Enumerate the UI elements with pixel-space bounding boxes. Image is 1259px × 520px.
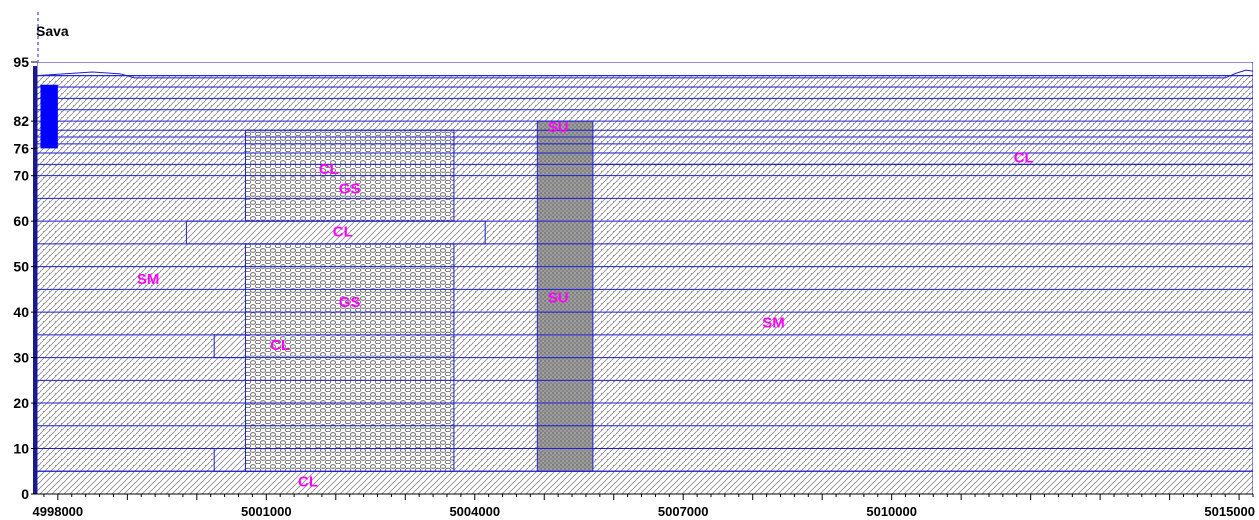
surface-profile-line bbox=[36, 69, 1254, 79]
left-depth-bar bbox=[33, 66, 37, 494]
soil-label-su-8: SU bbox=[548, 119, 569, 136]
unit-su-8 bbox=[536, 120, 594, 472]
y-tick-label-95: 95 bbox=[13, 54, 29, 70]
soil-label-sm-9: SM bbox=[137, 271, 160, 288]
soil-label-cl-2: CL bbox=[333, 223, 353, 240]
y-tick-label-40: 40 bbox=[13, 304, 29, 320]
section-title: Sava bbox=[36, 23, 69, 39]
soil-label-gs-6: GS bbox=[339, 180, 361, 197]
y-tick-label-76: 76 bbox=[13, 140, 29, 156]
y-tick-label-10: 10 bbox=[13, 441, 29, 457]
y-tick-label-0: 0 bbox=[21, 486, 29, 502]
soil-label-cl-0: CL bbox=[298, 474, 318, 491]
well-marker bbox=[40, 84, 58, 149]
y-tick-label-30: 30 bbox=[13, 350, 29, 366]
y-tick-label-60: 60 bbox=[13, 213, 29, 229]
unit-sm-9 bbox=[37, 75, 1253, 472]
soil-label-cl-1: CL bbox=[270, 337, 290, 354]
soil-label-cl-4: CL bbox=[1014, 149, 1034, 166]
soil-label-sm-10: SM bbox=[762, 314, 785, 331]
well bbox=[33, 66, 58, 494]
soil-units bbox=[37, 75, 1253, 494]
x-tick-label-5010000: 5010000 bbox=[866, 504, 917, 519]
axes: 0 10 20 30 40 50 60 70 76 82 95 4998000 5001000 50040… bbox=[13, 54, 1255, 519]
x-tick-label-5007000: 5007000 bbox=[658, 504, 709, 519]
x-tick-label-5004000: 5004000 bbox=[449, 504, 500, 519]
x-tick-label-5015000: 5015000 bbox=[1204, 504, 1255, 519]
unit-cl-5 bbox=[578, 152, 1253, 165]
y-tick-label-82: 82 bbox=[13, 113, 29, 129]
ground-surface bbox=[36, 69, 1254, 79]
y-tick-label-20: 20 bbox=[13, 395, 29, 411]
x-tick-label-4998000: 4998000 bbox=[33, 504, 84, 519]
y-tick-label-50: 50 bbox=[13, 259, 29, 275]
x-tick-label-5001000: 5001000 bbox=[241, 504, 292, 519]
y-tick-label-70: 70 bbox=[13, 168, 29, 184]
soil-label-gs-5: GS bbox=[339, 294, 361, 311]
soil-label-cl-3: CL bbox=[319, 161, 339, 178]
unit-cl-0 bbox=[37, 470, 1253, 494]
soil-label-su-7: SU bbox=[548, 289, 569, 306]
layer-boundaries bbox=[37, 62, 1253, 494]
